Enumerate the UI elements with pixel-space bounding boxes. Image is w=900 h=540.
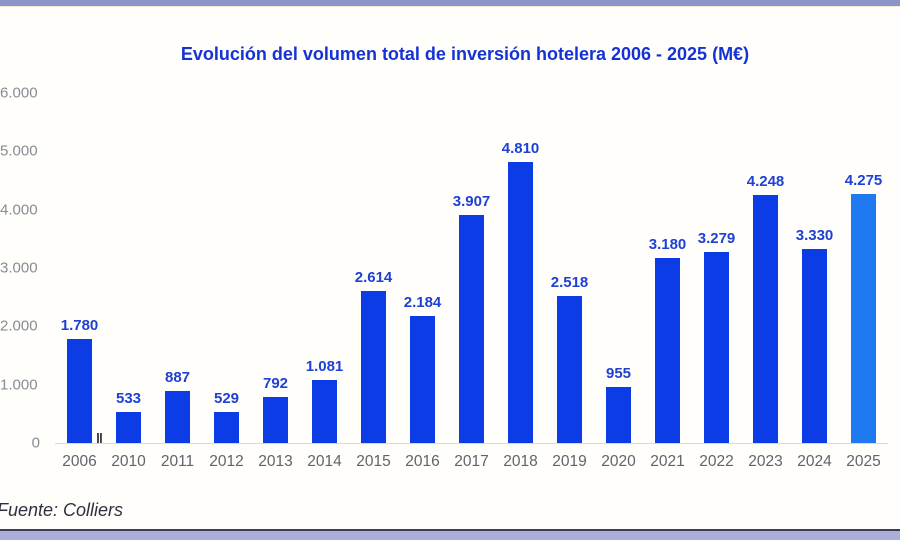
y-axis-tick-label: 1.000 — [0, 376, 38, 394]
value-label-2013: 792 — [262, 374, 289, 392]
bar-2016 — [410, 315, 435, 443]
bar-2020 — [606, 387, 631, 443]
y-axis-tick-label: 4.000 — [0, 201, 38, 219]
bar-group-2013: 792 2013 — [251, 93, 300, 470]
x-axis-label-2013: 2013 — [258, 453, 293, 470]
bar-group-2014: 1.081 2014 — [300, 93, 349, 470]
bar-2023 — [753, 195, 778, 443]
bar-group-2016: 2.184 2016 — [398, 93, 447, 470]
value-label-2024: 3.330 — [795, 226, 834, 244]
bar-group-2018: 4.810 2018 — [496, 93, 545, 470]
x-axis-label-2015: 2015 — [356, 453, 391, 470]
x-axis-label-2022: 2022 — [699, 453, 734, 470]
bar-group-2021: 3.180 2021 — [643, 93, 692, 471]
bar-2014 — [312, 379, 337, 443]
top-border-band — [0, 0, 900, 7]
value-label-2006: 1.780 — [60, 317, 99, 335]
bar-2011 — [165, 391, 190, 443]
value-label-2018: 4.810 — [501, 140, 540, 158]
bar-group-2017: 3.907 2017 — [447, 93, 496, 470]
bar-group-2015: 2.614 2015 — [349, 93, 398, 470]
axis-break-mark: ‖ — [96, 430, 103, 446]
value-label-2011: 887 — [164, 369, 191, 387]
bar-2015 — [361, 290, 386, 443]
y-axis: 6.000 5.000 4.000 3.000 2.000 1.000 0 — [0, 0, 48, 540]
x-axis-label-2021: 2021 — [650, 453, 685, 470]
value-label-2016: 2.184 — [403, 293, 442, 311]
bar-2006 — [67, 339, 92, 443]
bar-group-2011: 887 2011 — [153, 93, 202, 470]
x-axis-label-2025: 2025 — [846, 453, 881, 470]
value-label-2015: 2.614 — [354, 268, 393, 286]
value-label-2022: 3.279 — [697, 229, 736, 247]
source-caption: Fuente: Colliers — [0, 500, 124, 520]
bar-group-2012: 529 2012 — [202, 93, 251, 470]
bar-2025 — [851, 193, 876, 443]
x-axis-label-2024: 2024 — [797, 453, 832, 470]
bar-2012 — [214, 412, 239, 443]
x-axis-label-2017: 2017 — [454, 453, 489, 470]
value-label-2025: 4.275 — [844, 171, 883, 189]
bar-2022 — [704, 251, 729, 443]
x-axis-label-2018: 2018 — [503, 453, 538, 470]
bar-2024 — [802, 248, 827, 443]
x-axis-label-2011: 2011 — [160, 453, 195, 470]
x-axis-label-2006: 2006 — [62, 453, 97, 470]
value-label-2010: 533 — [115, 389, 142, 407]
y-axis-tick-label: 2.000 — [0, 317, 38, 335]
x-axis-label-2014: 2014 — [307, 453, 342, 470]
bar-2013 — [263, 396, 288, 443]
chart-title: Evolución del volumen total de inversión… — [180, 44, 750, 64]
bar-2010 — [116, 411, 141, 443]
y-axis-tick-label: 5.000 — [0, 142, 38, 160]
value-label-2012: 529 — [213, 390, 240, 408]
bottom-border-band — [0, 529, 900, 540]
value-label-2021: 3.180 — [648, 235, 687, 253]
y-axis-tick-label: 3.000 — [0, 259, 38, 277]
x-axis-label-2020: 2020 — [601, 453, 636, 470]
bar-chart-plot-area: ‖ 1.780 2006 533 2010 887 2011 529 2012 792 2013 1… — [55, 93, 888, 471]
bar-group-2006: 1.780 2006 — [55, 93, 104, 470]
y-axis-tick-label: 0 — [31, 434, 40, 452]
x-axis-label-2010: 2010 — [111, 453, 146, 470]
x-axis-line — [55, 443, 888, 444]
x-axis-label-2019: 2019 — [552, 453, 587, 470]
bar-group-2023: 4.248 2023 — [741, 93, 790, 470]
bar-group-2019: 2.518 2019 — [545, 93, 594, 470]
bar-group-2025: 4.275 2025 — [839, 93, 888, 470]
bar-2019 — [557, 296, 582, 443]
bar-2017 — [459, 215, 484, 443]
bar-group-2024: 3.330 2024 — [790, 93, 839, 470]
x-axis-label-2023: 2023 — [748, 453, 783, 470]
bar-group-2010: 533 2010 — [104, 93, 153, 470]
bar-2018 — [508, 162, 533, 443]
value-label-2020: 955 — [605, 365, 632, 383]
x-axis-label-2016: 2016 — [405, 453, 440, 470]
value-label-2017: 3.907 — [452, 193, 491, 211]
value-label-2023: 4.248 — [746, 173, 785, 191]
bar-group-2020: 955 2020 — [594, 93, 643, 470]
bar-group-2022: 3.279 2022 — [692, 93, 741, 470]
y-axis-tick-label: 6.000 — [0, 84, 38, 102]
x-axis-label-2012: 2012 — [209, 453, 244, 470]
bar-2021 — [655, 257, 680, 443]
value-label-2014: 1.081 — [305, 357, 344, 375]
value-label-2019: 2.518 — [550, 274, 589, 292]
